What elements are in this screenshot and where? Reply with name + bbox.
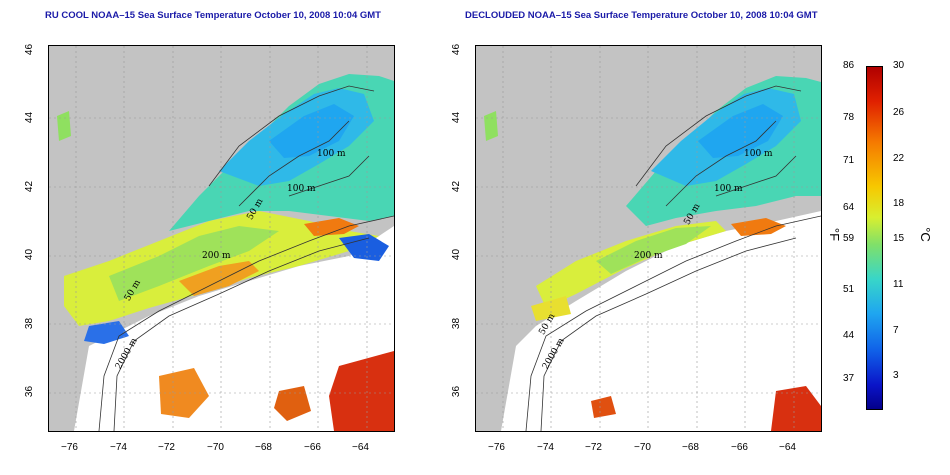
contour-label: 100 m [287, 184, 316, 194]
colorbar-c-label: 7 [893, 325, 899, 336]
contour-label: 100 m [714, 184, 743, 194]
sst-nova-scotia-green [484, 111, 498, 141]
lon-tick: −66 [304, 442, 321, 453]
colorbar-c-label: 22 [893, 153, 905, 164]
colorbar-c-label: 3 [893, 370, 899, 381]
contour-label: 100 m [744, 149, 773, 159]
lat-tick: 38 [24, 317, 36, 330]
right-map-canvas: 100 m 100 m 50 m 200 m 50 m 2000 m [476, 46, 821, 431]
left-map-title: RU COOL NOAA–15 Sea Surface Temperature … [45, 10, 381, 21]
colorbar-c-label: 15 [893, 233, 905, 244]
left-sst-map: 100 m 100 m 50 m 200 m 50 m 2000 m [48, 45, 395, 432]
colorbar-f-label: 71 [843, 155, 855, 166]
colorbar-f-label: 86 [843, 60, 855, 71]
colorbar-f-label: 64 [843, 202, 855, 213]
lon-tick: −68 [255, 442, 272, 453]
lon-tick: −76 [488, 442, 505, 453]
lat-tick: 42 [451, 180, 463, 193]
sst-orange-patch [179, 261, 259, 296]
lon-tick: −64 [779, 442, 796, 453]
sst-red-se-2 [274, 386, 311, 421]
contour-label: 200 m [202, 251, 231, 261]
contour-label: 100 m [317, 149, 346, 159]
sst-red-se [771, 386, 821, 431]
sst-gulf-of-maine [698, 104, 783, 158]
lat-tick: 44 [24, 111, 36, 124]
sst-nova-scotia-green [57, 111, 71, 141]
sst-gulf-of-maine [269, 104, 354, 158]
lon-tick: −76 [61, 442, 78, 453]
sst-red-se-1 [329, 351, 394, 431]
celsius-unit: °C [917, 227, 933, 242]
lon-tick: −74 [537, 442, 554, 453]
lon-tick: −68 [682, 442, 699, 453]
lat-tick: 36 [24, 385, 36, 398]
lat-tick: 40 [24, 248, 36, 261]
colorbar-f-label: 78 [843, 112, 855, 123]
contour-label: 200 m [634, 251, 663, 261]
sst-yellow-south [531, 296, 571, 321]
colorbar-c-label: 11 [893, 279, 904, 290]
temperature-colorbar [866, 66, 883, 410]
sst-red-sw [591, 396, 616, 418]
colorbar-f-label: 44 [843, 330, 855, 341]
lat-tick: 36 [451, 385, 463, 398]
lat-tick: 44 [451, 111, 463, 124]
fahrenheit-unit: °F [827, 227, 843, 242]
lon-tick: −70 [634, 442, 651, 453]
lon-tick: −66 [731, 442, 748, 453]
lat-lon-grid [476, 46, 821, 431]
lat-tick: 46 [24, 43, 36, 56]
lon-tick: −72 [585, 442, 602, 453]
lon-tick: −64 [352, 442, 369, 453]
right-sst-map: 100 m 100 m 50 m 200 m 50 m 2000 m [475, 45, 822, 432]
left-map-canvas: 100 m 100 m 50 m 200 m 50 m 2000 m [49, 46, 394, 431]
lat-tick: 46 [451, 43, 463, 56]
bathymetry-contours [525, 85, 821, 431]
sst-green-shelf [596, 226, 711, 274]
lat-tick: 40 [451, 248, 463, 261]
colorbar-f-label: 51 [843, 284, 855, 295]
lat-tick: 38 [451, 317, 463, 330]
right-map-title: DECLOUDED NOAA–15 Sea Surface Temperatur… [465, 10, 818, 21]
colorbar-f-label: 37 [843, 373, 855, 384]
bathymetry-contours [98, 85, 394, 431]
lat-lon-grid [49, 46, 394, 431]
lon-tick: −72 [158, 442, 175, 453]
lon-tick: −74 [110, 442, 127, 453]
sst-blue-edge [339, 234, 389, 261]
colorbar-f-label: 59 [843, 233, 855, 244]
cloud-area [501, 211, 821, 431]
cloud-area [74, 226, 394, 431]
sst-green-shelf [109, 226, 279, 301]
colorbar-c-label: 18 [893, 198, 905, 209]
lat-tick: 42 [24, 180, 36, 193]
colorbar-c-label: 30 [893, 60, 905, 71]
lon-tick: −70 [207, 442, 224, 453]
colorbar-c-label: 26 [893, 107, 905, 118]
